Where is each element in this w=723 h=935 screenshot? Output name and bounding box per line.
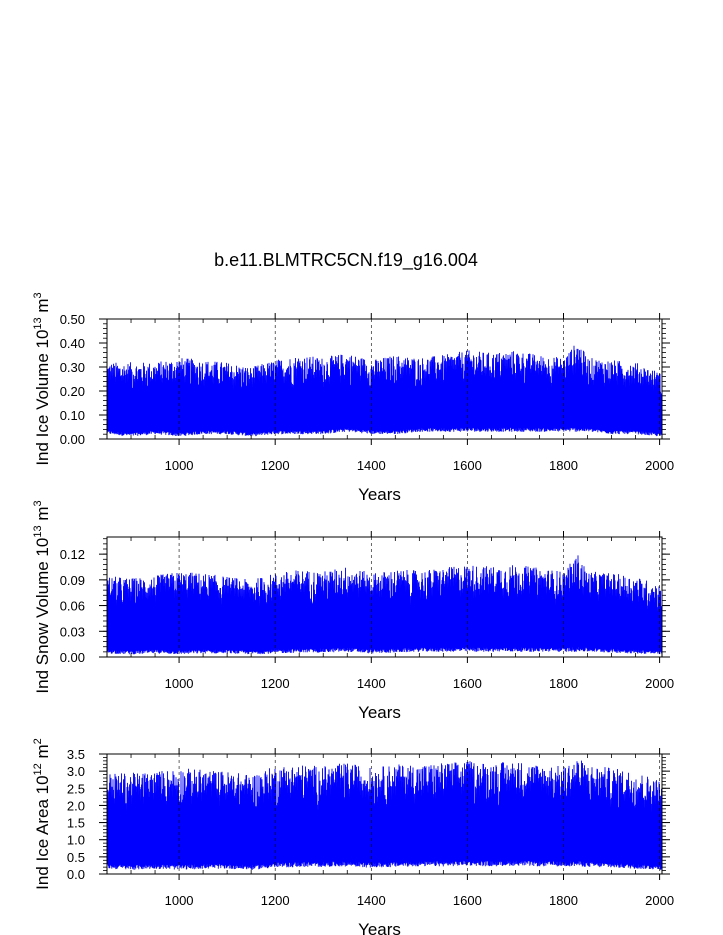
- x-axis-label: Years: [358, 703, 401, 722]
- chart-panel-2: 1000 1200 1400 1600 1800 2000 0.00 0.03 0.06 0.09…: [32, 500, 674, 722]
- x-tick-label: 1200: [261, 676, 290, 691]
- x-tick-label: 1200: [261, 893, 290, 908]
- chart-panel-1: 1000 1200 1400 1600 1800 2000 0.00 0.10 0.20 0.30…: [32, 292, 674, 504]
- x-tick-label: 1600: [453, 676, 482, 691]
- series-line: [107, 760, 662, 871]
- y-tick-label: 0.03: [60, 624, 85, 639]
- y-tick-label: 0.09: [60, 573, 85, 588]
- y-tick-label: 0.40: [60, 336, 85, 351]
- y-tick-label: 3.5: [67, 747, 85, 762]
- x-tick-label: 1600: [453, 458, 482, 473]
- x-tick-label: 1800: [549, 458, 578, 473]
- x-tick-label: 1000: [165, 893, 194, 908]
- y-tick-label: 0.5: [67, 850, 85, 865]
- x-tick-label: 1800: [549, 676, 578, 691]
- plot-frame: [106, 536, 663, 658]
- series-line: [107, 345, 662, 437]
- y-tick-label: 0.12: [60, 547, 85, 562]
- x-tick-label: 2000: [645, 458, 674, 473]
- y-axis-label: Ind Snow Volume 1013 m3: [32, 500, 52, 693]
- plot-frame: [106, 753, 663, 875]
- series-line: [107, 555, 662, 655]
- y-tick-label: 0.00: [60, 650, 85, 665]
- y-tick-label: 0.30: [60, 360, 85, 375]
- y-tick-label: 0.10: [60, 408, 85, 423]
- plot-frame: [106, 318, 663, 440]
- y-tick-label: 0.50: [60, 312, 85, 327]
- x-tick-label: 1000: [165, 676, 194, 691]
- x-tick-label: 1400: [357, 893, 386, 908]
- x-tick-label: 1400: [357, 676, 386, 691]
- y-tick-label: 1.5: [67, 816, 85, 831]
- chart-panel-3: 1000 1200 1400 1600 1800 2000 0.0 0.5 1.0 1.5 2.0 2…: [32, 738, 674, 935]
- x-axis-label: Years: [358, 920, 401, 935]
- x-tick-label: 2000: [645, 676, 674, 691]
- x-axis-label: Years: [358, 485, 401, 504]
- y-tick-label: 0.06: [60, 599, 85, 614]
- y-axis-label: Ind Ice Volume 1013 m3: [32, 292, 52, 465]
- y-axis-label: Ind Ice Area 1012 m2: [32, 738, 52, 890]
- y-tick-label: 2.5: [67, 781, 85, 796]
- x-tick-label: 1800: [549, 893, 578, 908]
- y-tick-label: 0.00: [60, 432, 85, 447]
- y-tick-label: 0.0: [67, 867, 85, 882]
- x-tick-label: 1200: [261, 458, 290, 473]
- y-tick-label: 1.0: [67, 833, 85, 848]
- y-tick-label: 0.20: [60, 384, 85, 399]
- x-tick-label: 1000: [165, 458, 194, 473]
- x-tick-label: 1400: [357, 458, 386, 473]
- y-tick-label: 2.0: [67, 798, 85, 813]
- x-tick-label: 1600: [453, 893, 482, 908]
- figure-title: b.e11.BLMTRC5CN.f19_g16.004: [214, 250, 478, 270]
- y-tick-label: 3.0: [67, 764, 85, 779]
- x-tick-label: 2000: [645, 893, 674, 908]
